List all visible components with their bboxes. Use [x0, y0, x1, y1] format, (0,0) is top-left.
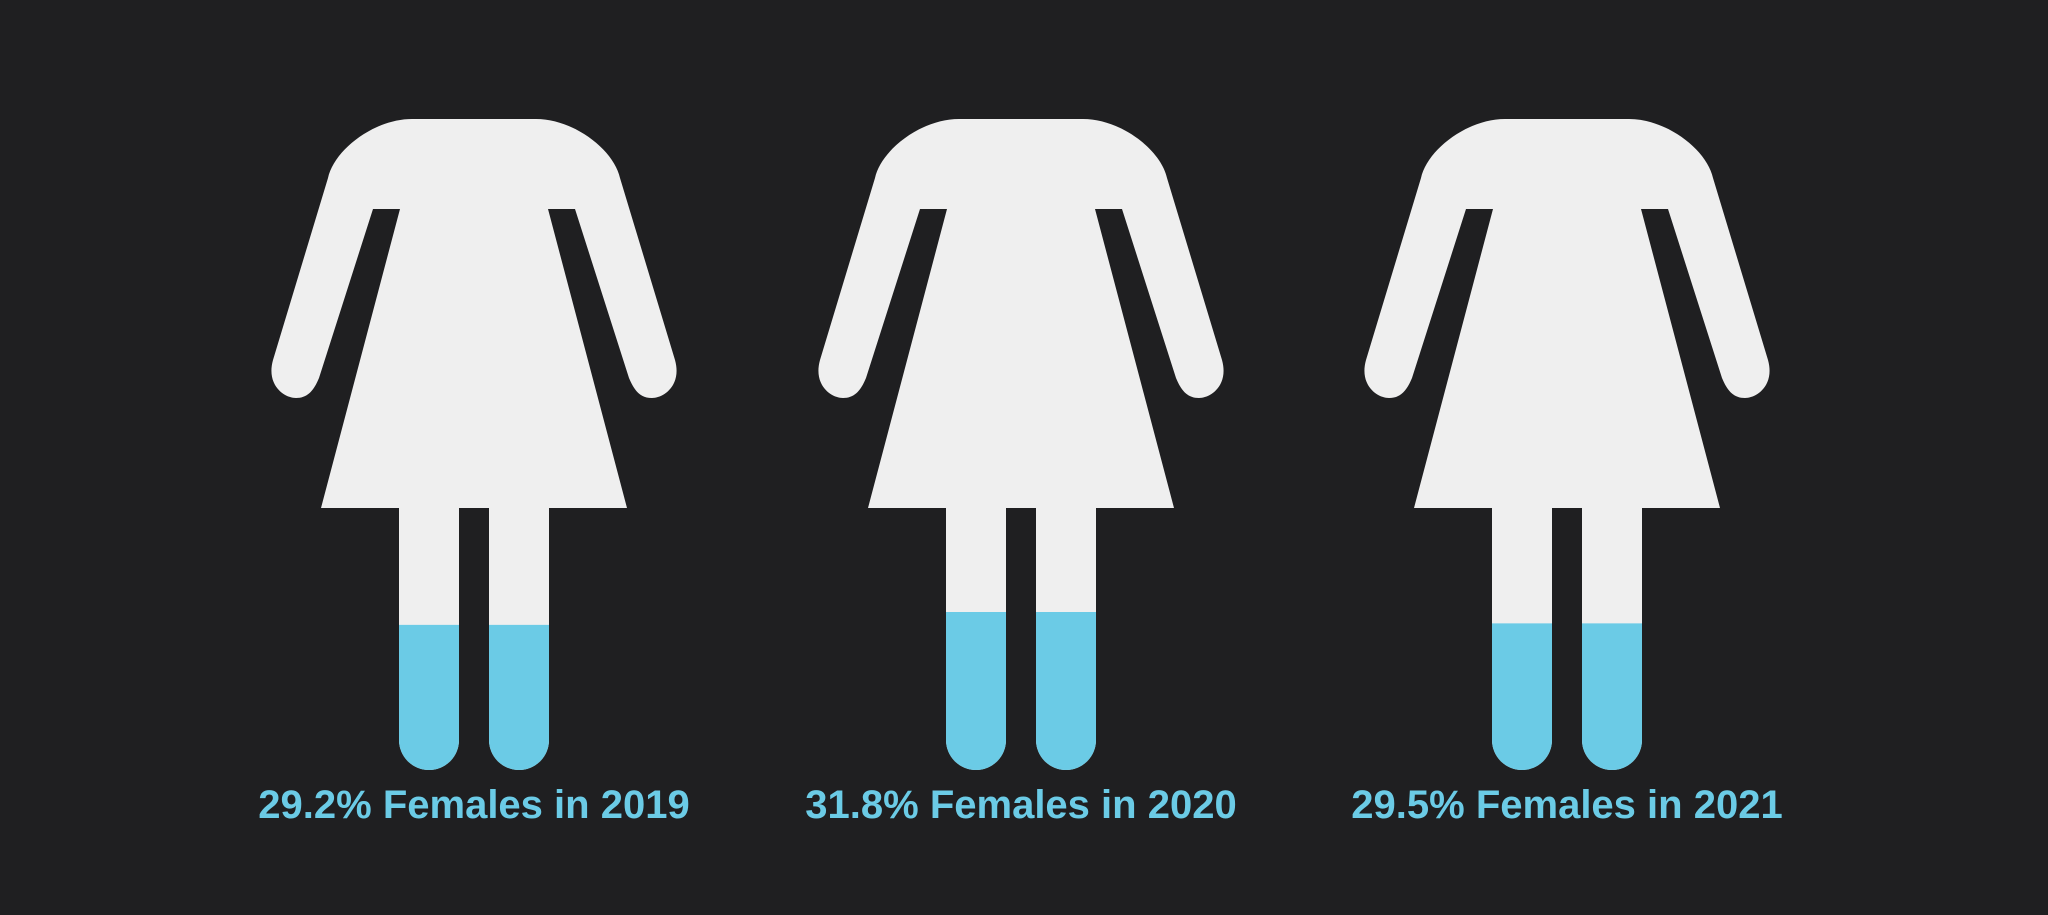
left-leg-fill: [1492, 623, 1552, 770]
figure-label: 31.8% Females in 2020: [805, 783, 1236, 827]
left-leg-fill: [946, 611, 1006, 770]
left-leg-fill: [399, 624, 459, 770]
figure-label: 29.2% Females in 2019: [258, 783, 689, 827]
right-leg-fill: [489, 624, 549, 770]
female-figure-icon: [818, 119, 1224, 508]
figure-label: 29.5% Females in 2021: [1351, 783, 1782, 827]
figure-group: 29.2% Females in 2019: [258, 119, 690, 827]
female-figure-icon: [1364, 119, 1770, 508]
figure-group: 29.5% Females in 2021: [1351, 119, 1783, 827]
right-leg-fill: [1582, 623, 1642, 770]
right-leg-fill: [1036, 611, 1096, 770]
female-figure-icon: [271, 119, 677, 508]
figure-group: 31.8% Females in 2020: [805, 119, 1237, 827]
